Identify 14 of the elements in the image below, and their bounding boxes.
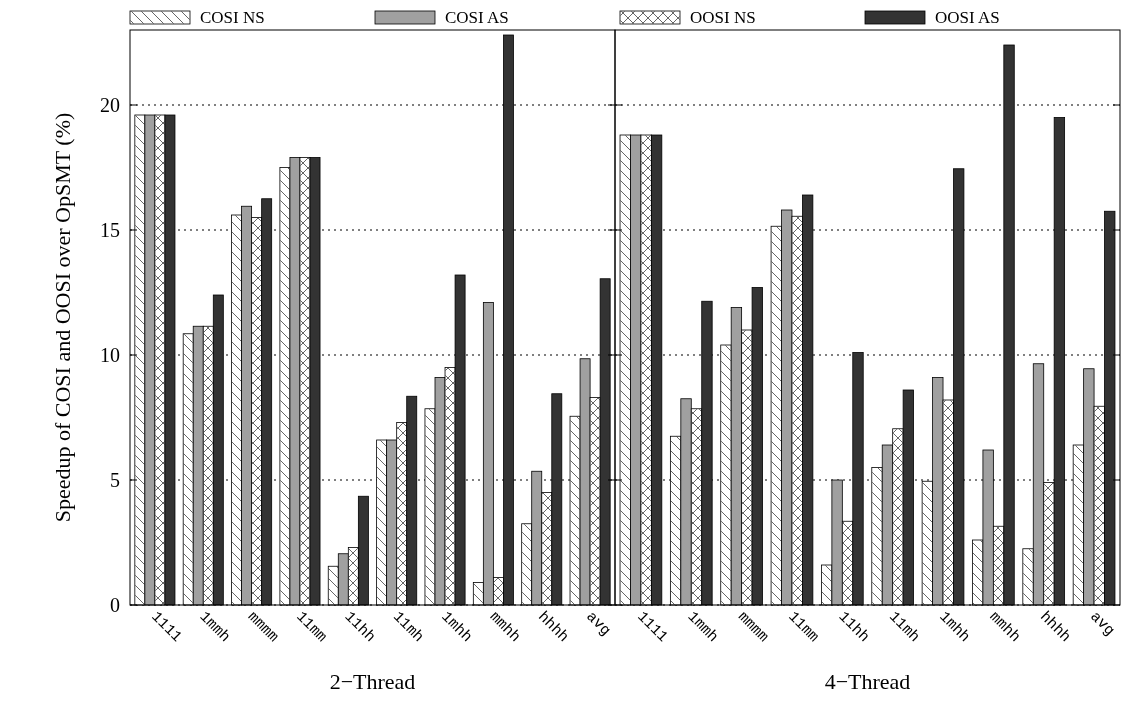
y-axis-title: Speedup of COSI and OOSI over OpSMT (%) <box>50 112 75 523</box>
x-tick-label: avg <box>582 608 614 640</box>
y-tick-label: 15 <box>100 219 120 241</box>
legend-label: OOSI AS <box>935 8 1000 27</box>
y-tick-label: 10 <box>100 344 120 366</box>
x-axis-title: 2−Thread <box>329 669 416 694</box>
y-tick-label: 0 <box>110 594 120 616</box>
legend-label: COSI NS <box>200 8 265 27</box>
x-tick-label: avg <box>1086 608 1118 640</box>
legend-label: COSI AS <box>445 8 509 27</box>
x-axis-title: 4−Thread <box>824 669 911 694</box>
y-tick-label: 5 <box>110 469 120 491</box>
legend-label: OOSI NS <box>690 8 756 27</box>
y-tick-label: 20 <box>100 94 120 116</box>
